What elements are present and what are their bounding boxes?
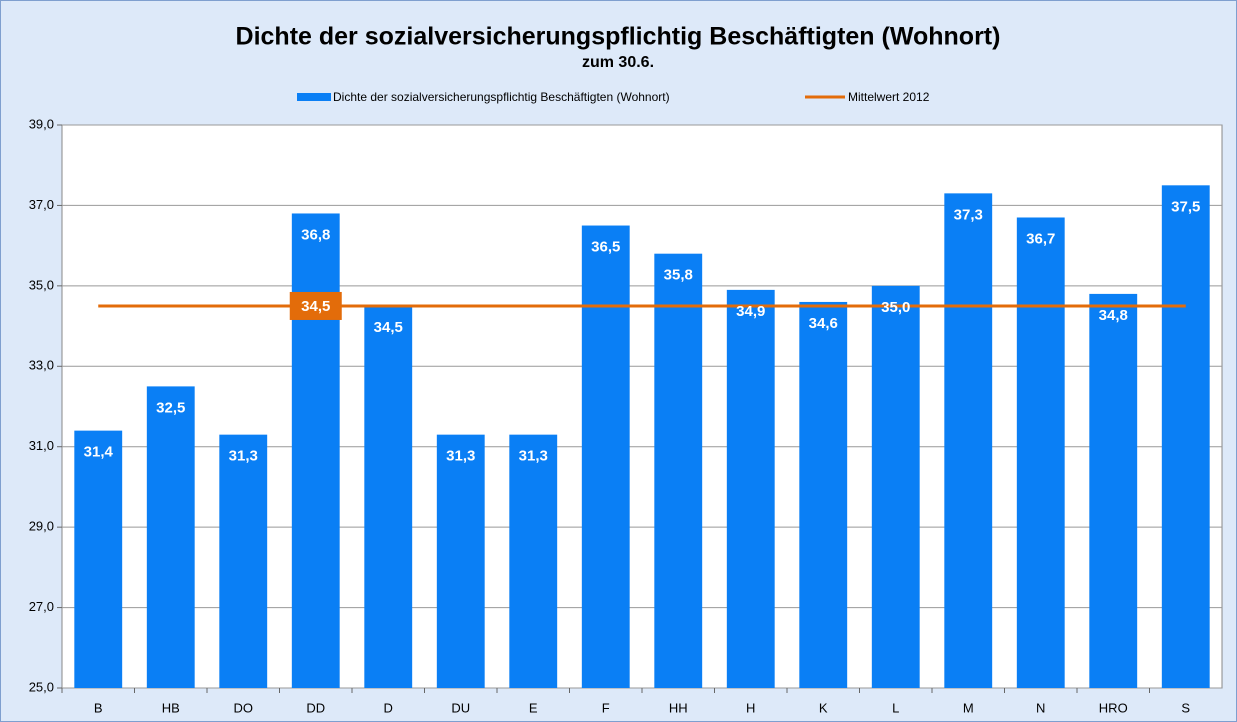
bar xyxy=(1161,185,1210,689)
y-tick-label: 35,0 xyxy=(29,277,54,292)
bar xyxy=(1016,217,1065,688)
x-tick-label: DU xyxy=(451,700,470,715)
data-label: 36,8 xyxy=(301,226,330,243)
data-label: 35,0 xyxy=(881,299,910,316)
x-tick-label: HB xyxy=(162,700,180,715)
y-tick-label: 27,0 xyxy=(29,599,54,614)
x-tick-label: H xyxy=(746,700,755,715)
bar xyxy=(436,434,485,688)
bar xyxy=(509,434,558,688)
bar xyxy=(1089,293,1138,688)
y-tick-label: 25,0 xyxy=(29,679,54,694)
bar xyxy=(74,430,123,688)
x-tick-label: L xyxy=(892,700,899,715)
data-label: 37,3 xyxy=(954,206,983,223)
x-tick-label: D xyxy=(384,700,393,715)
x-tick-label: K xyxy=(819,700,828,715)
x-tick-label: F xyxy=(602,700,610,715)
bar xyxy=(581,225,630,689)
data-label: 34,6 xyxy=(809,315,838,332)
x-tick-label: HRO xyxy=(1099,700,1128,715)
x-tick-label: DO xyxy=(234,700,254,715)
x-tick-label: E xyxy=(529,700,538,715)
chart-subtitle: zum 30.6. xyxy=(582,54,654,71)
y-tick-label: 39,0 xyxy=(29,116,54,131)
bar xyxy=(799,301,848,688)
data-label: 31,3 xyxy=(446,448,475,465)
y-tick-label: 33,0 xyxy=(29,358,54,373)
data-label: 35,8 xyxy=(664,267,693,284)
x-tick-label: B xyxy=(94,700,103,715)
bar xyxy=(654,253,703,688)
legend-label: Mittelwert 2012 xyxy=(848,90,930,104)
bar xyxy=(364,305,413,688)
x-tick-label: HH xyxy=(669,700,688,715)
data-label: 34,9 xyxy=(736,303,765,320)
data-label: 36,7 xyxy=(1026,230,1055,247)
bar xyxy=(944,193,993,688)
data-label: 37,5 xyxy=(1171,198,1200,215)
x-tick-label: N xyxy=(1036,700,1045,715)
chart-title: Dichte der sozialversicherungspflichtig … xyxy=(236,23,1001,51)
data-label: 31,3 xyxy=(229,448,258,465)
bar xyxy=(146,386,195,688)
mean-label: 34,5 xyxy=(301,298,330,315)
y-tick-label: 31,0 xyxy=(29,438,54,453)
data-label: 34,8 xyxy=(1099,307,1128,324)
data-label: 36,5 xyxy=(591,239,620,256)
bar xyxy=(291,213,340,688)
bar xyxy=(726,289,775,688)
data-label: 31,3 xyxy=(519,448,548,465)
data-label: 34,5 xyxy=(374,319,403,336)
x-tick-label: DD xyxy=(306,700,325,715)
mean-label-box xyxy=(289,291,342,320)
y-tick-label: 37,0 xyxy=(29,197,54,212)
legend-label: Dichte der sozialversicherungspflichtig … xyxy=(333,90,670,104)
x-tick-label: M xyxy=(963,700,974,715)
x-tick-label: S xyxy=(1181,700,1190,715)
data-label: 32,5 xyxy=(156,399,185,416)
bar xyxy=(219,434,268,688)
y-tick-label: 29,0 xyxy=(29,519,54,534)
legend-swatch xyxy=(297,93,331,101)
bar xyxy=(871,285,920,688)
data-label: 31,4 xyxy=(84,444,114,461)
